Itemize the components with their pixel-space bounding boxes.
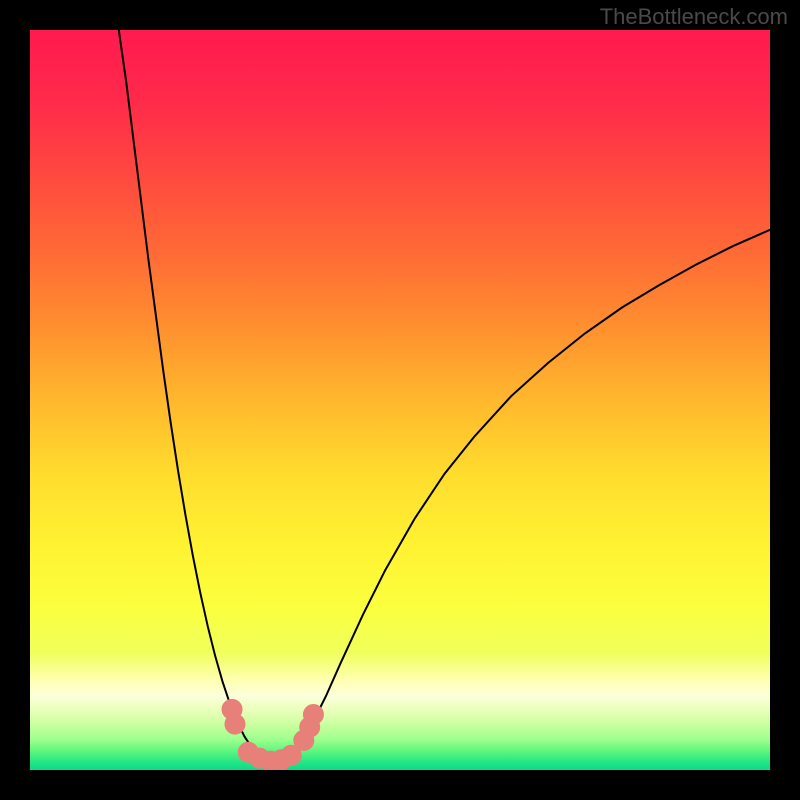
data-marker <box>225 714 245 734</box>
markers-group <box>222 699 323 770</box>
watermark-text: TheBottleneck.com <box>600 4 788 30</box>
marker-layer <box>30 30 770 770</box>
data-marker <box>303 705 323 725</box>
plot-area <box>30 30 770 770</box>
